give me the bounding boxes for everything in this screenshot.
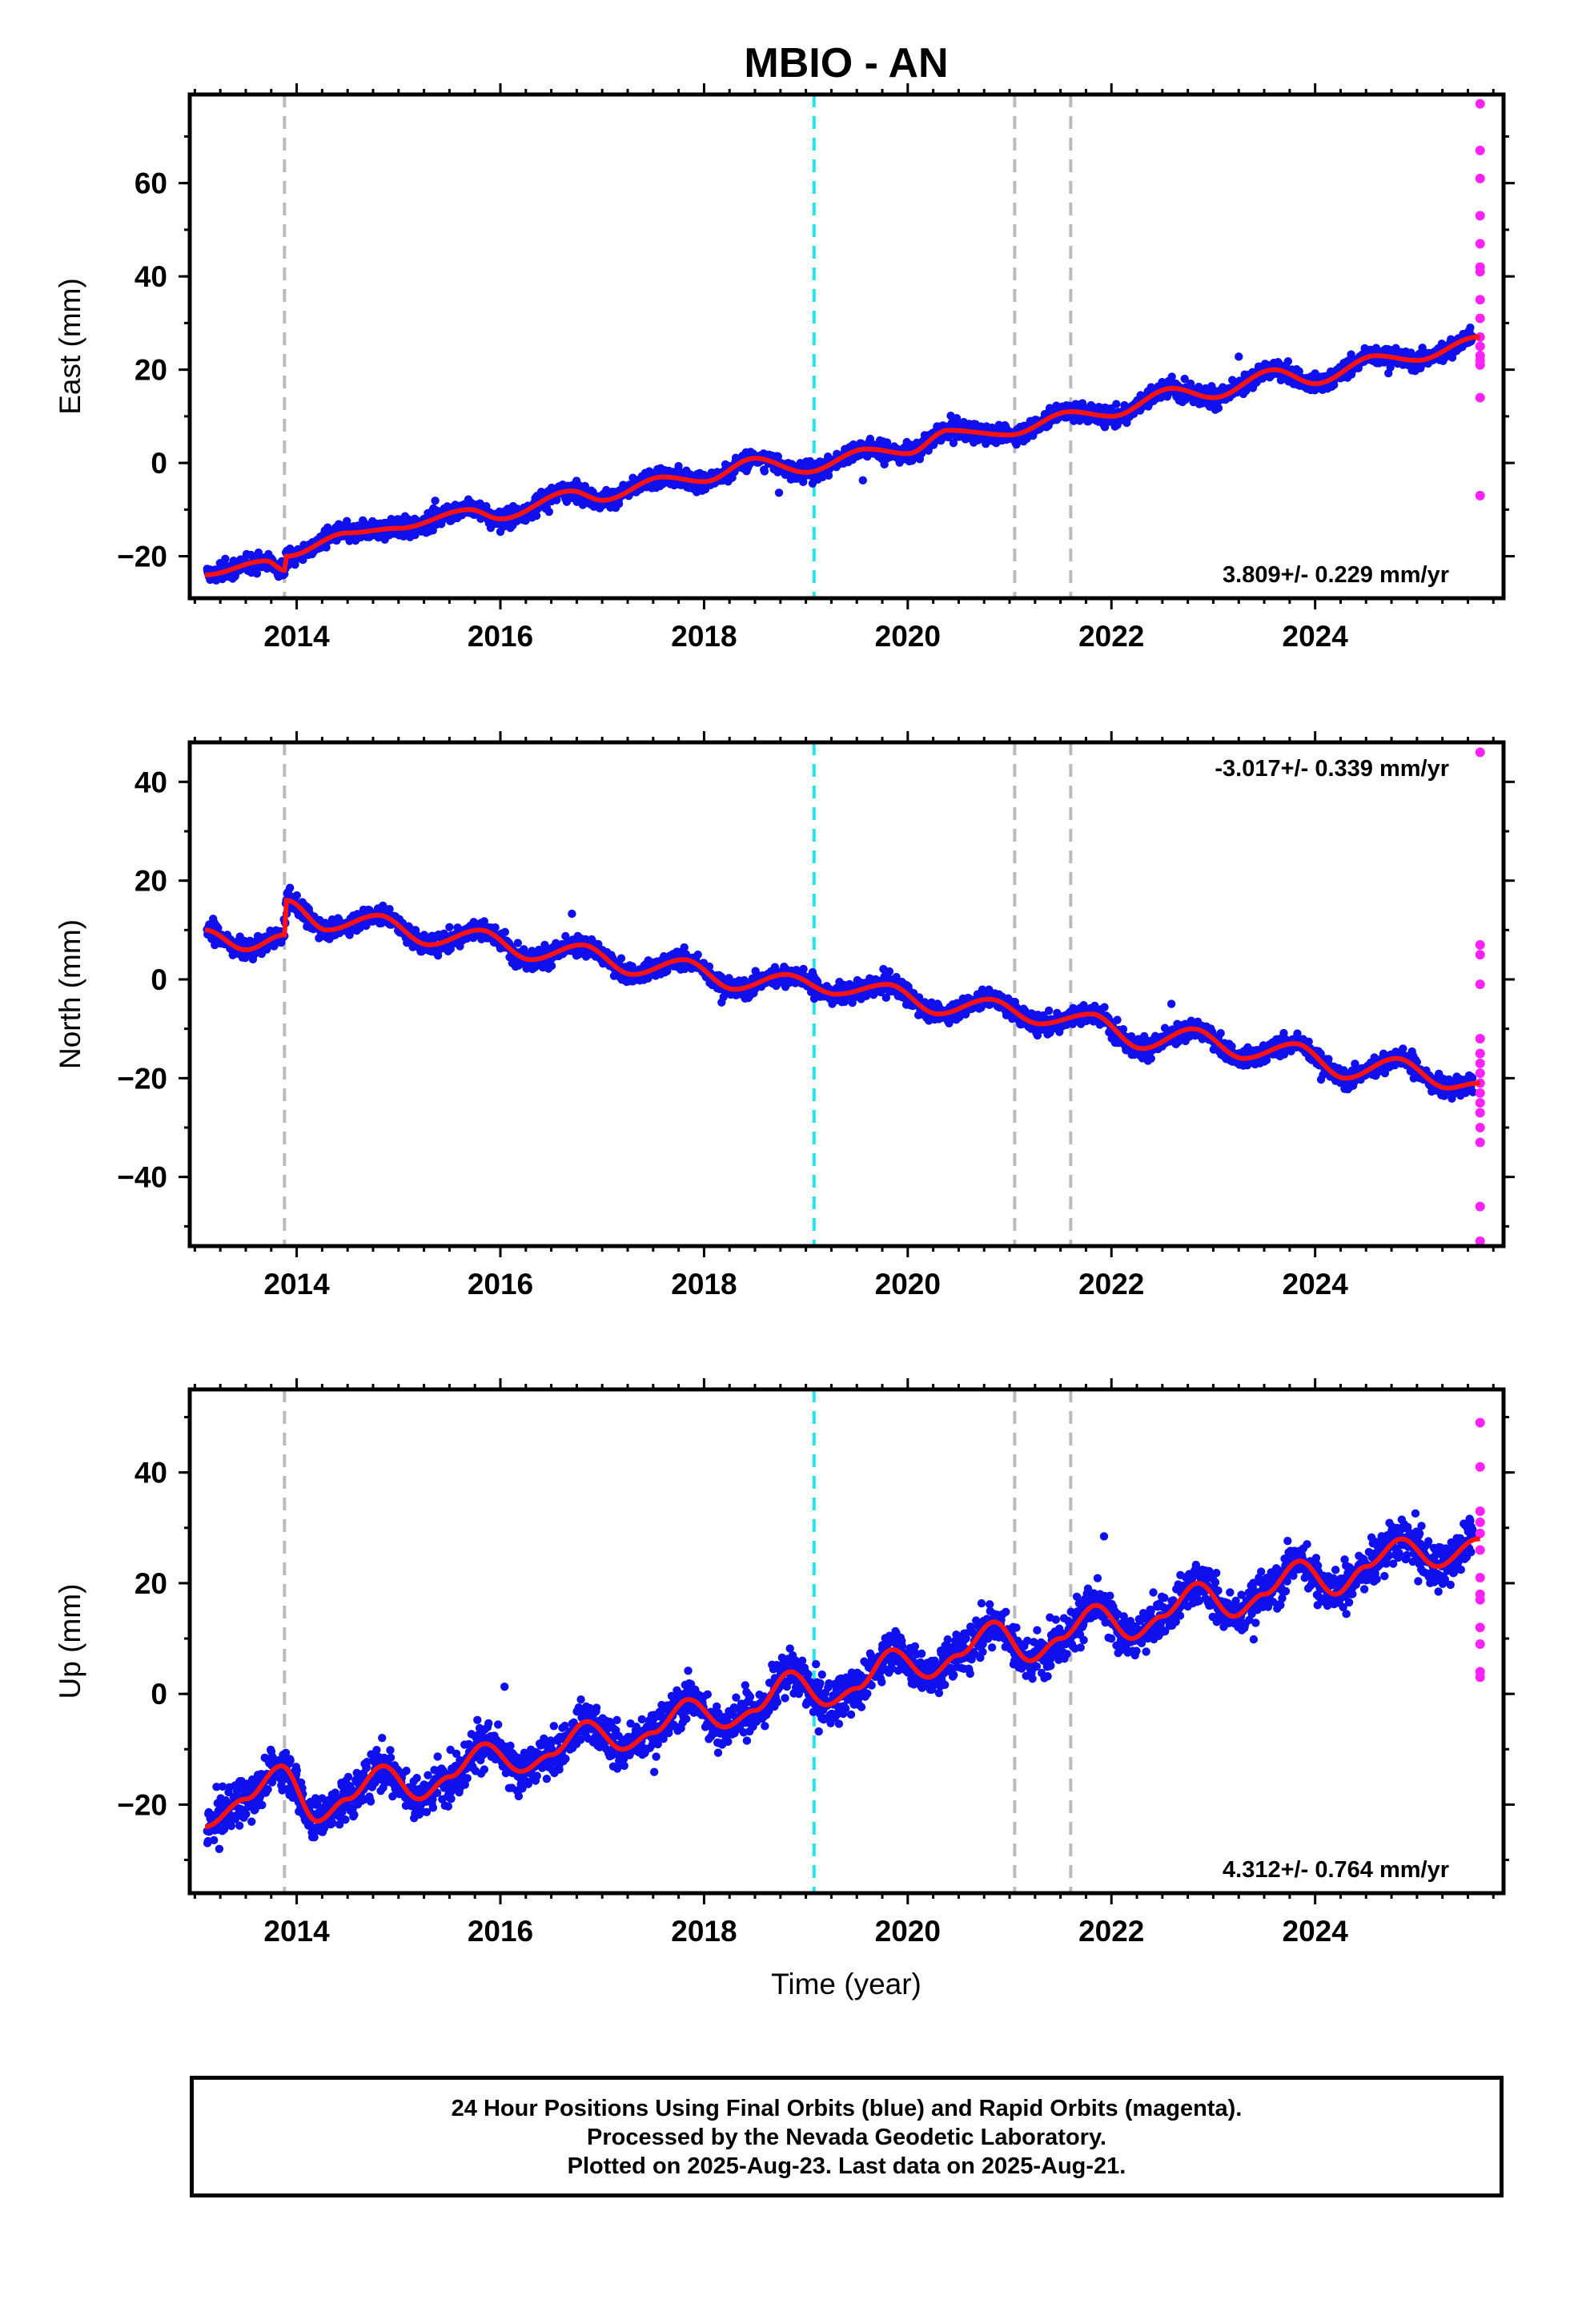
data-point: [1112, 400, 1121, 408]
y-tick-label: −20: [117, 541, 167, 573]
data-point: [291, 560, 299, 569]
data-point: [513, 939, 523, 947]
rapid-orbit-point: [1475, 173, 1485, 183]
rapid-orbit-point: [1475, 360, 1485, 370]
data-point: [880, 460, 889, 469]
data-point: [1214, 404, 1223, 412]
data-point: [1167, 372, 1176, 381]
data-point: [547, 961, 556, 971]
x-tick-label: 2016: [468, 620, 533, 653]
data-point: [1180, 374, 1189, 384]
panel-frame: [187, 92, 1506, 601]
data-point: [774, 489, 784, 497]
data-point: [1113, 1015, 1122, 1024]
data-point: [491, 923, 500, 932]
panel-north: 2014 2016 2018 2020 2022 2024−40−2002040North…: [54, 731, 1515, 1301]
data-point: [431, 497, 440, 505]
final-orbit-points: [203, 324, 1477, 585]
data-point: [445, 923, 454, 932]
x-tick-label: 2014: [263, 620, 330, 653]
rapid-orbit-point: [1475, 211, 1485, 221]
rapid-orbit-point: [1475, 239, 1485, 249]
x-tick-label: 2020: [875, 620, 941, 653]
data-point: [760, 467, 769, 476]
y-tick-label: 40: [135, 260, 167, 293]
panel-east: 2014 2016 2018 2020 2022 2024 −20 0 20 40 60 East (…: [54, 83, 1515, 653]
data-point: [882, 438, 892, 447]
y-tick-label: 60: [135, 167, 167, 200]
y-tick-label: 20: [135, 354, 167, 387]
rapid-orbit-point: [1475, 99, 1485, 109]
data-point: [292, 891, 302, 900]
data-point: [952, 413, 962, 423]
model-fit-line: [205, 334, 1480, 577]
data-point: [885, 967, 894, 976]
rapid-orbit-point: [1475, 267, 1485, 277]
x-tick-label: 2024: [1283, 620, 1349, 653]
data-point: [252, 569, 262, 578]
data-point: [1235, 352, 1243, 361]
data-point: [616, 954, 626, 963]
chart-title: MBIO - AN: [744, 40, 948, 86]
rapid-orbit-point: [1475, 341, 1485, 352]
data-point: [693, 950, 702, 959]
time-series-plots: MBIO - AN 2014 2016 2018 2020 2022 2024−20020…: [54, 40, 1515, 2000]
rapid-orbit-point: [1475, 145, 1485, 155]
data-point: [949, 438, 958, 448]
panels-group: 2014 2016 2018 2020 2022 2024 −20 0 20 40 60 East (…: [54, 83, 1515, 1948]
rapid-orbit-point: [1475, 490, 1485, 501]
data-point: [773, 452, 783, 461]
y-tick-label: 0: [151, 447, 167, 480]
data-point: [552, 496, 561, 505]
data-point: [1044, 1006, 1054, 1015]
velocity-annotation: 3.809+/- 0.229 mm/yr: [1223, 562, 1449, 588]
x-tick-label: 2018: [671, 620, 737, 653]
data-point: [221, 554, 230, 564]
data-point: [1466, 324, 1475, 332]
data-point: [858, 476, 867, 485]
data-point: [544, 507, 554, 517]
data-point: [824, 471, 833, 480]
y-axis-label: East (mm): [54, 278, 86, 415]
rapid-orbit-point: [1475, 295, 1485, 305]
data-point: [799, 964, 808, 974]
data-point: [614, 499, 624, 509]
data-point: [1100, 1003, 1109, 1011]
data-point: [1283, 357, 1293, 366]
rapid-orbit-point: [1475, 392, 1485, 403]
data-point: [500, 927, 510, 937]
data-point: [214, 923, 223, 933]
data-point: [1329, 380, 1339, 389]
data-point: [343, 517, 351, 525]
data-point: [580, 481, 589, 491]
x-tick-label: 2022: [1078, 620, 1144, 653]
data-point: [285, 883, 295, 892]
data-point: [532, 511, 541, 521]
data-point: [568, 909, 576, 919]
rapid-orbit-point: [1475, 313, 1485, 324]
